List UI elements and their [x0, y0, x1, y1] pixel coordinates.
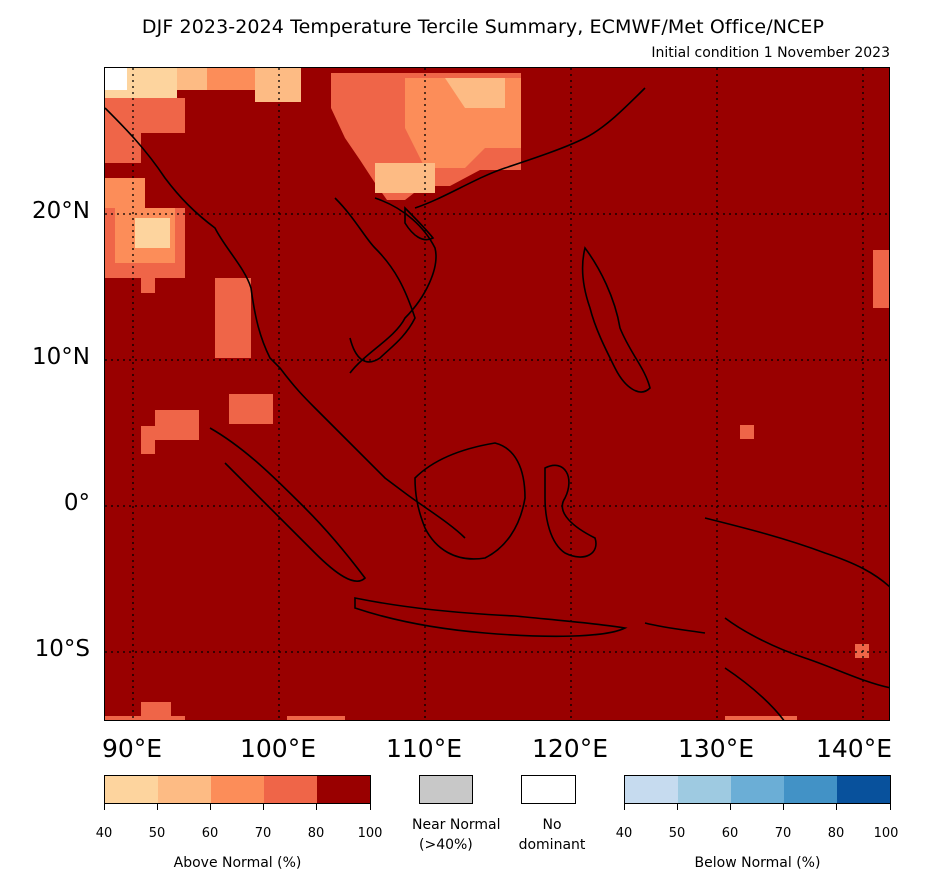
patch-an-70-80: [105, 98, 185, 133]
an-swatch-50-60: [158, 776, 211, 803]
lon-label-100e: 100°E: [239, 734, 316, 763]
patch-an-70-80: [105, 133, 141, 163]
coastlines: [105, 87, 889, 720]
below-normal-colorbar: [624, 775, 891, 804]
bn-swatch-80-100: [837, 776, 890, 803]
sumatra: [209, 427, 367, 582]
patch-an-50-60: [375, 163, 435, 193]
patch-an-70-80: [141, 426, 155, 454]
coast-china: [414, 87, 646, 209]
patch-an-40-50: [135, 218, 170, 248]
map-title: DJF 2023-2024 Temperature Tercile Summar…: [141, 16, 825, 38]
patch-an-70-80: [725, 716, 797, 720]
patch-an-60-70: [105, 178, 145, 208]
patch-an-70-80: [215, 278, 251, 358]
bn-swatch-50-60: [678, 776, 731, 803]
sulawesi: [544, 464, 597, 558]
bn-tick-60: 60: [721, 826, 739, 841]
an-tick-80: 80: [307, 826, 325, 841]
patch-an-70-80: [229, 394, 273, 424]
lat-label-10n: 10°N: [32, 344, 90, 370]
lon-label-120e: 120°E: [531, 734, 608, 763]
patch-an-70-80: [141, 278, 155, 293]
lon-label-110e: 110°E: [385, 734, 462, 763]
above-normal-label: Above Normal (%): [173, 855, 302, 871]
coast-gulf-thailand: [334, 197, 416, 363]
java: [354, 597, 628, 638]
near-normal-label-line2: (>40%): [419, 837, 473, 853]
patch-an-70-80: [141, 702, 171, 720]
near-normal-swatch: [419, 775, 473, 804]
patch-an-70-80: [740, 425, 754, 439]
no-dominant-label-line2: dominant: [518, 837, 586, 853]
bn-tick-50: 50: [668, 826, 686, 841]
an-swatch-70-80: [264, 776, 317, 803]
below-normal-label: Below Normal (%): [694, 855, 821, 871]
patch-an-50-60: [255, 68, 301, 102]
bn-tick-100: 100: [873, 826, 899, 841]
hainan-island: [404, 206, 435, 241]
above-normal-colorbar: [104, 775, 371, 804]
patch-an-70-80: [873, 250, 889, 308]
bn-swatch-70-80: [784, 776, 837, 803]
bn-swatch-40-50: [625, 776, 678, 803]
lon-label-130e: 130°E: [677, 734, 754, 763]
lesser-sunda: [644, 622, 706, 634]
coast-vietnam: [349, 197, 437, 374]
bn-tick-40: 40: [615, 826, 633, 841]
tercile-map: [104, 67, 890, 721]
an-swatch-60-70: [211, 776, 264, 803]
patch-an-70-80: [105, 716, 185, 720]
an-tick-50: 50: [148, 826, 166, 841]
patch-an-70-80: [155, 410, 199, 440]
philippines: [581, 246, 651, 393]
an-swatch-40-50: [105, 776, 158, 803]
bn-swatch-60-70: [731, 776, 784, 803]
borneo: [414, 442, 526, 560]
lon-label-140e: 140°E: [815, 734, 892, 763]
an-tick-70: 70: [254, 826, 272, 841]
no-dominant-label-line1: No: [542, 817, 562, 833]
no-dominant-swatch: [521, 775, 576, 804]
bn-tick-80: 80: [827, 826, 845, 841]
patch-an-50-60: [445, 78, 505, 108]
lat-label-0: 0°: [63, 490, 90, 516]
above-normal-patches: [105, 68, 889, 720]
an-tick-60: 60: [201, 826, 219, 841]
an-tick-40: 40: [95, 826, 113, 841]
map-subtitle: Initial condition 1 November 2023: [651, 45, 890, 61]
map-canvas: [105, 68, 889, 720]
near-normal-label-line1: Near Normal: [412, 817, 501, 833]
lat-label-10s: 10°S: [34, 636, 90, 662]
patch-no-dominant: [105, 68, 127, 90]
lon-label-90e: 90°E: [101, 734, 163, 763]
patch-an-70-80: [855, 644, 869, 658]
lat-label-20n: 20°N: [32, 198, 90, 224]
bn-tick-70: 70: [774, 826, 792, 841]
gridlines: [105, 68, 889, 720]
coast-mainland-west: [105, 107, 466, 539]
australia-north: [724, 667, 785, 720]
patch-an-50-60: [177, 68, 207, 90]
new-guinea: [704, 517, 889, 689]
patch-an-70-80: [287, 716, 345, 720]
an-tick-100: 100: [357, 826, 383, 841]
an-swatch-80-100: [317, 776, 370, 803]
